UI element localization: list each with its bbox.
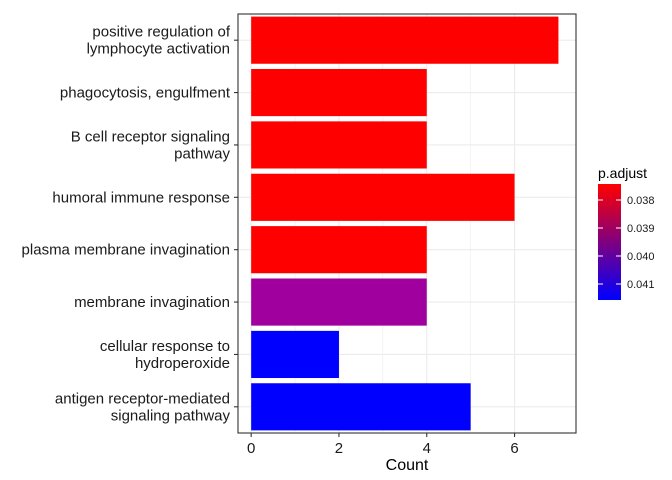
y-tick-label: plasma membrane invagination <box>22 242 230 259</box>
bar <box>251 68 427 117</box>
bar <box>251 16 559 64</box>
bars <box>251 16 559 431</box>
legend-tick-label: 0.041 <box>627 279 655 291</box>
bar <box>251 121 427 169</box>
legend-tick-label: 0.040 <box>627 251 655 263</box>
y-tick-label: antigen receptor-mediated signaling pathw… <box>55 390 231 424</box>
x-axis: 0 2 4 6 <box>247 433 519 457</box>
bar <box>251 330 339 379</box>
bar <box>251 226 427 274</box>
legend-tick-label: 0.039 <box>627 223 655 235</box>
legend: p.adjust 0.038 0.039 0.040 0.041 <box>598 165 655 300</box>
x-tick-label: 0 <box>247 440 255 457</box>
y-tick-label: positive regulation of lymphocyte activat… <box>87 24 231 58</box>
legend-title: p.adjust <box>598 165 647 181</box>
x-axis-title: Count <box>386 457 429 474</box>
x-tick-label: 6 <box>510 440 518 457</box>
x-tick-label: 4 <box>423 440 431 457</box>
legend-colorbar <box>598 184 621 300</box>
bar <box>251 173 515 221</box>
y-tick-label: B cell receptor signaling pathway <box>71 128 231 162</box>
bar <box>251 278 427 326</box>
x-tick-label: 2 <box>335 440 343 457</box>
bar <box>251 383 471 431</box>
y-tick-label: phagocytosis, engulfment <box>60 85 231 102</box>
y-tick-label: cellular response to hydroperoxide <box>100 338 230 372</box>
legend-tick-label: 0.038 <box>627 195 655 207</box>
y-axis: positive regulation of lymphocyte activat… <box>22 24 238 424</box>
plot-border <box>237 13 577 434</box>
y-tick-label: humoral immune response <box>52 189 230 206</box>
y-tick-label: membrane invagination <box>74 294 230 311</box>
